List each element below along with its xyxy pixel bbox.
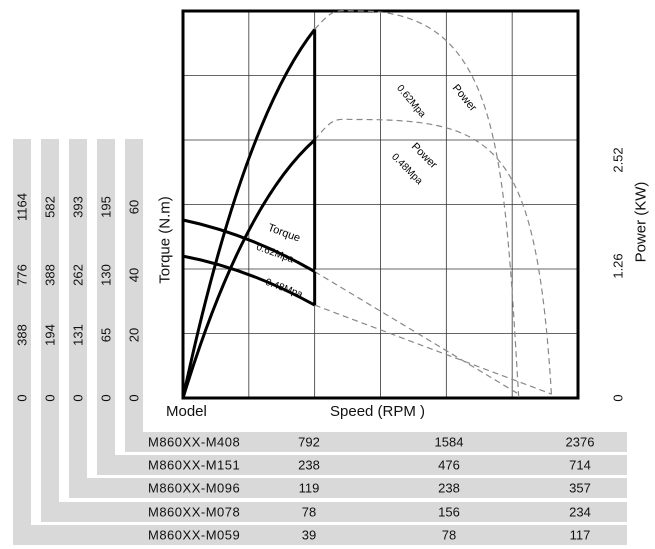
power-curve-dashed bbox=[314, 118, 553, 399]
curve-annotation: Power bbox=[450, 82, 479, 114]
speed-value-cell: 2376 bbox=[565, 434, 595, 450]
speed-value-cell: 792 bbox=[298, 434, 320, 450]
torque-tick-label: 40 bbox=[126, 267, 142, 283]
speed-value-cell: 476 bbox=[438, 457, 460, 473]
power-tick-label: 0 bbox=[610, 394, 626, 402]
power-curve-solid bbox=[181, 28, 316, 399]
speed-value-cell: 119 bbox=[298, 480, 320, 496]
power-curve-solid bbox=[181, 138, 316, 399]
torque-tick-label: 262 bbox=[70, 264, 86, 286]
torque-tick-label: 0 bbox=[70, 394, 86, 402]
torque-tick-label: 0 bbox=[14, 394, 30, 402]
model-name-cell: M860XX-M059 bbox=[148, 527, 241, 543]
power-tick-label: 2.52 bbox=[610, 147, 626, 173]
torque-tick-label: 0 bbox=[126, 394, 142, 402]
torque-curve-dashed bbox=[314, 304, 552, 395]
torque-tick-label: 1164 bbox=[14, 193, 30, 221]
torque-tick-label: 131 bbox=[70, 324, 86, 346]
torque-axis-bar bbox=[41, 139, 59, 522]
speed-value-cell: 78 bbox=[301, 504, 317, 520]
speed-value-cell: 117 bbox=[569, 527, 591, 543]
speed-value-cell: 78 bbox=[441, 527, 457, 543]
model-name-cell: M860XX-M151 bbox=[148, 457, 241, 473]
model-name-cell: M860XX-M408 bbox=[148, 434, 241, 450]
speed-row-bar bbox=[13, 525, 627, 545]
speed-row-bar bbox=[41, 502, 627, 522]
speed-row-bar bbox=[97, 455, 627, 475]
torque-axis-bar bbox=[97, 139, 115, 475]
plot-frame bbox=[181, 9, 580, 400]
torque-tick-label: 388 bbox=[42, 264, 58, 286]
speed-value-cell: 357 bbox=[569, 480, 591, 496]
torque-curve-dashed bbox=[314, 271, 520, 395]
torque-tick-label: 393 bbox=[70, 196, 86, 218]
curve-annotation: 0.48Mpa bbox=[264, 277, 305, 301]
speed-value-cell: 39 bbox=[301, 527, 317, 543]
power-curve-dashed bbox=[314, 10, 520, 399]
torque-tick-label: 194 bbox=[42, 324, 58, 346]
y2-axis-title: Power (KW) bbox=[632, 181, 650, 263]
torque-tick-label: 0 bbox=[98, 394, 114, 402]
torque-tick-label: 65 bbox=[98, 327, 114, 343]
speed-value-cell: 234 bbox=[569, 504, 591, 520]
model-name-cell: M860XX-M096 bbox=[148, 480, 241, 496]
power-tick-label: 1.26 bbox=[610, 253, 626, 279]
torque-curve-solid bbox=[182, 218, 316, 273]
curve-annotation: Torque bbox=[266, 222, 302, 245]
torque-tick-label: 388 bbox=[14, 324, 30, 346]
torque-tick-label: 582 bbox=[42, 196, 58, 218]
speed-value-cell: 238 bbox=[298, 457, 320, 473]
torque-tick-label: 776 bbox=[14, 264, 30, 286]
torque-tick-label: 130 bbox=[98, 264, 114, 286]
torque-axis-bar bbox=[125, 139, 143, 452]
curve-annotation: 0.62Mpa bbox=[255, 242, 296, 266]
speed-value-cell: 238 bbox=[438, 480, 460, 496]
torque-curve-solid bbox=[182, 254, 316, 307]
curve-annotation: 0.62Mpa bbox=[394, 83, 428, 120]
x-axis-title: Speed (RPM ) bbox=[330, 403, 426, 420]
torque-tick-label: 20 bbox=[126, 327, 142, 343]
model-name-cell: M860XX-M078 bbox=[148, 504, 241, 520]
torque-axis-bar bbox=[13, 139, 31, 545]
speed-value-cell: 714 bbox=[569, 457, 591, 473]
speed-row-bar bbox=[69, 478, 627, 498]
speed-value-cell: 1584 bbox=[434, 434, 464, 450]
y-axis-title: Torque (N.m) bbox=[156, 196, 174, 284]
table-header-model: Model bbox=[166, 403, 207, 420]
speed-value-cell: 156 bbox=[438, 504, 460, 520]
torque-tick-label: 0 bbox=[42, 394, 58, 402]
torque-tick-label: 60 bbox=[126, 199, 142, 215]
torque-axis-bar bbox=[69, 139, 87, 498]
torque-tick-label: 195 bbox=[98, 196, 114, 218]
speed-row-bar bbox=[125, 432, 627, 452]
